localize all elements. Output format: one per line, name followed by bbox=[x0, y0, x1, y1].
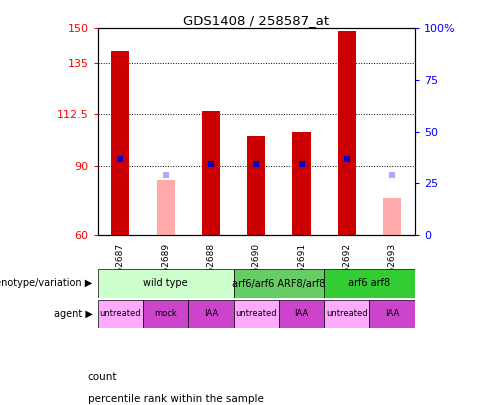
Text: arf6 arf8: arf6 arf8 bbox=[348, 279, 390, 288]
Bar bbox=[383, 198, 401, 235]
Bar bbox=[157, 180, 175, 235]
Text: mock: mock bbox=[154, 309, 177, 318]
Text: agent ▶: agent ▶ bbox=[54, 309, 93, 319]
Text: percentile rank within the sample: percentile rank within the sample bbox=[88, 394, 264, 404]
Text: arf6/arf6 ARF8/arf8: arf6/arf6 ARF8/arf8 bbox=[232, 279, 325, 288]
Bar bbox=[111, 51, 129, 235]
Text: untreated: untreated bbox=[235, 309, 277, 318]
Text: IAA: IAA bbox=[385, 309, 399, 318]
Bar bbox=[247, 136, 265, 235]
Title: GDS1408 / 258587_at: GDS1408 / 258587_at bbox=[183, 14, 329, 27]
Bar bbox=[202, 111, 220, 235]
Text: IAA: IAA bbox=[294, 309, 308, 318]
Bar bbox=[338, 31, 356, 235]
Bar bbox=[234, 269, 324, 298]
Text: genotype/variation ▶: genotype/variation ▶ bbox=[0, 279, 93, 288]
Bar bbox=[292, 132, 310, 235]
Bar bbox=[234, 300, 279, 328]
Text: IAA: IAA bbox=[204, 309, 218, 318]
Bar bbox=[98, 300, 143, 328]
Bar bbox=[188, 300, 234, 328]
Text: untreated: untreated bbox=[100, 309, 141, 318]
Bar bbox=[279, 300, 324, 328]
Bar bbox=[324, 269, 415, 298]
Bar bbox=[324, 300, 369, 328]
Text: count: count bbox=[88, 372, 117, 382]
Bar bbox=[369, 300, 415, 328]
Text: untreated: untreated bbox=[326, 309, 367, 318]
Bar bbox=[143, 300, 188, 328]
Text: wild type: wild type bbox=[143, 279, 188, 288]
Bar bbox=[98, 269, 234, 298]
